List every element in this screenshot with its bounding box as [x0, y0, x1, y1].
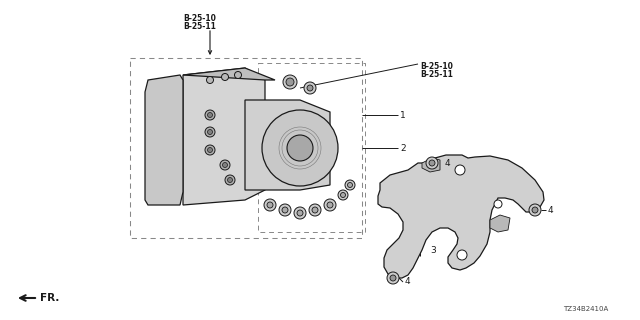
Text: 4: 4 — [445, 158, 451, 167]
Bar — [258, 63, 365, 232]
Polygon shape — [145, 75, 183, 205]
Circle shape — [286, 78, 294, 86]
Text: B-25-11: B-25-11 — [420, 70, 453, 79]
Text: FR.: FR. — [40, 293, 60, 303]
Polygon shape — [490, 215, 510, 232]
Polygon shape — [183, 68, 265, 205]
Circle shape — [287, 135, 313, 161]
Circle shape — [340, 193, 346, 197]
Circle shape — [390, 275, 396, 281]
Text: B-25-10: B-25-10 — [420, 62, 453, 71]
Circle shape — [207, 130, 212, 134]
Polygon shape — [183, 68, 275, 80]
Text: 4: 4 — [405, 277, 411, 286]
Circle shape — [221, 74, 228, 81]
Circle shape — [312, 207, 318, 213]
Circle shape — [529, 204, 541, 216]
Text: B-25-11: B-25-11 — [184, 22, 216, 31]
Circle shape — [426, 157, 438, 169]
Circle shape — [205, 110, 215, 120]
Circle shape — [494, 200, 502, 208]
Circle shape — [304, 82, 316, 94]
Circle shape — [264, 199, 276, 211]
Circle shape — [429, 160, 435, 166]
Circle shape — [207, 113, 212, 117]
Circle shape — [457, 250, 467, 260]
Text: B-25-10: B-25-10 — [184, 14, 216, 23]
Circle shape — [309, 204, 321, 216]
Circle shape — [267, 202, 273, 208]
Circle shape — [234, 71, 241, 78]
Circle shape — [262, 110, 338, 186]
Text: 1: 1 — [400, 110, 406, 119]
Circle shape — [307, 85, 313, 91]
Circle shape — [227, 178, 232, 182]
Circle shape — [327, 202, 333, 208]
Circle shape — [282, 207, 288, 213]
Polygon shape — [422, 158, 440, 172]
Circle shape — [207, 148, 212, 153]
Text: 3: 3 — [430, 246, 436, 255]
Text: 2: 2 — [400, 143, 406, 153]
Circle shape — [279, 204, 291, 216]
Circle shape — [205, 127, 215, 137]
Circle shape — [324, 199, 336, 211]
Circle shape — [387, 272, 399, 284]
Circle shape — [455, 165, 465, 175]
Circle shape — [294, 207, 306, 219]
Polygon shape — [245, 100, 330, 190]
Bar — [130, 58, 362, 238]
Circle shape — [220, 160, 230, 170]
Circle shape — [283, 75, 297, 89]
Circle shape — [345, 180, 355, 190]
Circle shape — [338, 190, 348, 200]
Circle shape — [297, 210, 303, 216]
Circle shape — [532, 207, 538, 213]
Circle shape — [223, 163, 227, 167]
Circle shape — [225, 175, 235, 185]
Circle shape — [348, 182, 353, 188]
Text: TZ34B2410A: TZ34B2410A — [563, 306, 608, 312]
Circle shape — [207, 76, 214, 84]
Circle shape — [205, 145, 215, 155]
Text: 4: 4 — [548, 205, 554, 214]
Polygon shape — [378, 155, 544, 278]
